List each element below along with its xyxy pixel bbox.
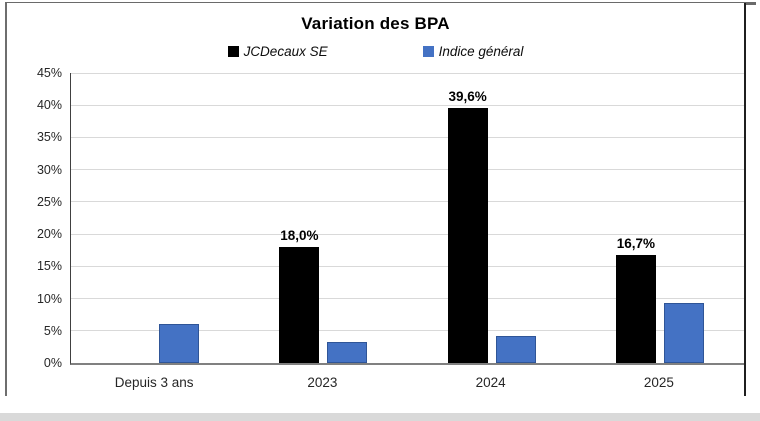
y-tick-label: 25% — [36, 194, 62, 209]
legend-label: Indice général — [438, 44, 524, 59]
data-label-jcdecaux-se-2023: 18,0% — [280, 228, 319, 243]
chart-title: Variation des BPA — [301, 14, 450, 33]
data-label-jcdecaux-se-2025: 16,7% — [616, 236, 656, 252]
gridline-25% — [71, 201, 744, 203]
y-tick-label: 30% — [36, 162, 62, 177]
bar-jcdecaux-se-2023 — [279, 247, 320, 363]
y-tick-label: 10% — [36, 291, 62, 306]
legend-swatch-jcdecaux-se — [227, 46, 239, 57]
gridline-10% — [71, 298, 744, 300]
y-tick-label: 35% — [36, 130, 62, 145]
chart-frame: Variation des BPA JCDecaux SE Indice géné… — [5, 3, 746, 396]
y-tick-label: 20% — [36, 227, 62, 242]
y-tick-label: 40% — [36, 98, 62, 113]
gridline-40% — [71, 104, 744, 106]
bar-jcdecaux-se-2024 — [447, 107, 488, 363]
bar-indice-g-n-ral-2025 — [663, 303, 704, 363]
gridline-30% — [71, 169, 744, 171]
legend-item-jcdecaux-se: JCDecaux SE — [227, 44, 328, 59]
legend-swatch-indice-g-n-ral — [422, 46, 434, 57]
x-tick-label-depuis-3-ans: Depuis 3 ans — [114, 375, 194, 390]
gridline-20% — [71, 233, 744, 235]
bar-jcdecaux-se-2025 — [615, 255, 656, 363]
gridline-5% — [71, 330, 744, 332]
page-bottom-strip — [0, 413, 760, 421]
legend-item-indice-g-n-ral: Indice général — [422, 44, 524, 59]
bar-indice-g-n-ral-depuis-3-ans — [159, 324, 200, 363]
x-tick-label-2024: 2024 — [475, 375, 506, 390]
bar-indice-g-n-ral-2024 — [495, 335, 536, 363]
y-tick-label: 45% — [36, 66, 62, 80]
y-tick-label: 15% — [36, 259, 62, 274]
y-tick-label: 5% — [43, 323, 62, 338]
gridline-45% — [71, 72, 744, 74]
bar-indice-g-n-ral-2023 — [327, 341, 368, 363]
chart-legend: JCDecaux SE Indice général — [7, 44, 744, 59]
legend-label: JCDecaux SE — [243, 44, 328, 59]
plot-area: 18,0% 39,6% 16,7% — [70, 72, 744, 365]
gridline-15% — [71, 265, 744, 267]
x-tick-label-2023: 2023 — [307, 375, 338, 390]
x-tick-label-2025: 2025 — [643, 375, 674, 390]
data-label-jcdecaux-se-2024: 39,6% — [448, 88, 487, 104]
y-tick-label: 0% — [43, 356, 62, 370]
gridline-35% — [71, 136, 744, 138]
